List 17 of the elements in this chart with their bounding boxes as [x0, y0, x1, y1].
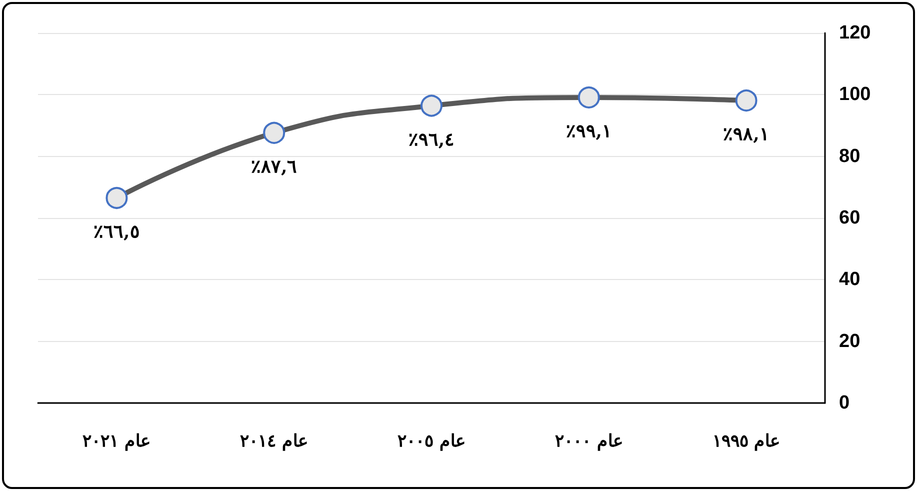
y-tick-label: 100 — [839, 84, 871, 106]
y-tick-label: 0 — [839, 392, 850, 414]
data-label: ٪٩٩,١ — [566, 120, 612, 142]
x-tick-label: عام ٢٠٢١ — [82, 432, 151, 452]
x-tick-label: عام ١٩٩٥ — [712, 432, 780, 452]
data-label: ٪٩٦,٤ — [408, 129, 455, 150]
data-label: ٪٨٧,٦ — [250, 156, 298, 178]
x-tick-label: عام ٢٠٠٠ — [554, 432, 623, 452]
y-tick-label: 60 — [839, 208, 860, 228]
data-label: ٪٦٦,٥ — [94, 221, 140, 242]
y-tick-label: 80 — [839, 146, 860, 167]
y-tick-label: 120 — [839, 22, 871, 44]
y-tick-label: 40 — [839, 269, 860, 290]
data-label: ٪٩٨,١ — [723, 124, 770, 146]
x-tick-label: عام ٢٠٠٥ — [398, 432, 466, 452]
y-tick-label: 20 — [839, 330, 860, 352]
x-tick-label: عام ٢٠١٤ — [240, 432, 308, 452]
